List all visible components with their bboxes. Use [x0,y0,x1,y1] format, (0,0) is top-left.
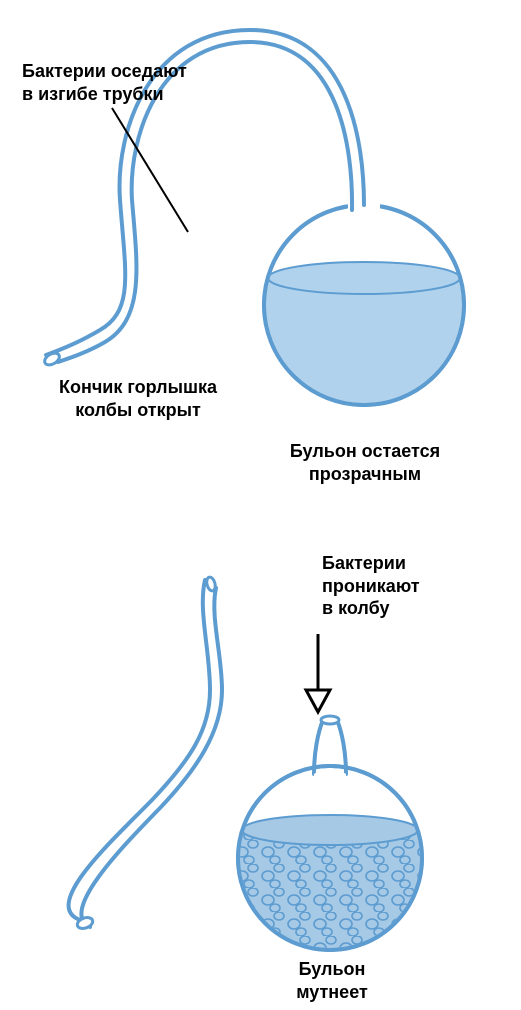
detached-tube-outer [69,580,210,920]
label-bacteria-enter: Бактерии проникают в колбу [322,552,420,620]
label-broth-turbid: Бульон мутнеет [252,958,412,1003]
detached-tube-tip-top [205,576,216,592]
bacteria-arrow-head [306,690,330,712]
diagram-svg [0,0,521,1010]
bottom-broth [234,830,434,960]
label-neck-tip-open: Кончик горлышка колбы открыт [38,376,238,421]
label-broth-clear: Бульон остается прозрачным [250,440,480,485]
label-bacteria-settle: Бактерии оседают в изгибе трубки [22,60,187,105]
top-broth-surface [268,262,460,294]
bottom-broth-surface [242,815,418,845]
detached-tube-inner [81,588,222,927]
leader-line [112,108,188,232]
bottom-flask-group [69,576,434,960]
top-broth [260,278,470,418]
